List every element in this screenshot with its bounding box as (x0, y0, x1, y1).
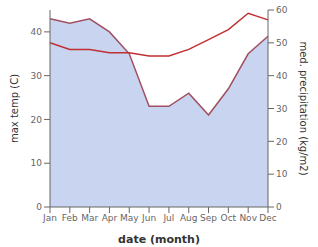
svg-text:0: 0 (36, 202, 42, 212)
svg-text:Nov: Nov (239, 213, 257, 223)
svg-text:Dec: Dec (259, 213, 276, 223)
svg-text:Oct: Oct (221, 213, 237, 223)
svg-text:Sep: Sep (200, 213, 217, 223)
svg-text:60: 60 (276, 5, 288, 15)
svg-text:40: 40 (31, 27, 43, 37)
svg-text:20: 20 (31, 115, 43, 125)
svg-text:Apr: Apr (102, 213, 118, 223)
svg-text:30: 30 (31, 71, 43, 81)
svg-text:50: 50 (276, 38, 288, 48)
svg-text:10: 10 (31, 158, 43, 168)
svg-text:Feb: Feb (62, 213, 78, 223)
svg-text:Jan: Jan (42, 213, 57, 223)
svg-text:40: 40 (276, 71, 288, 81)
svg-text:May: May (120, 213, 139, 223)
svg-text:Jun: Jun (141, 213, 156, 223)
svg-text:30: 30 (276, 104, 288, 114)
svg-text:0: 0 (276, 202, 282, 212)
svg-text:20: 20 (276, 137, 288, 147)
svg-text:Mar: Mar (81, 213, 98, 223)
svg-text:10: 10 (276, 169, 288, 179)
svg-text:med. precipitation (kg/m2): med. precipitation (kg/m2) (298, 41, 309, 175)
svg-text:max temp (C): max temp (C) (9, 74, 20, 143)
svg-text:Jul: Jul (162, 213, 174, 223)
svg-text:date (month): date (month) (118, 233, 200, 246)
svg-text:Aug: Aug (180, 213, 198, 223)
